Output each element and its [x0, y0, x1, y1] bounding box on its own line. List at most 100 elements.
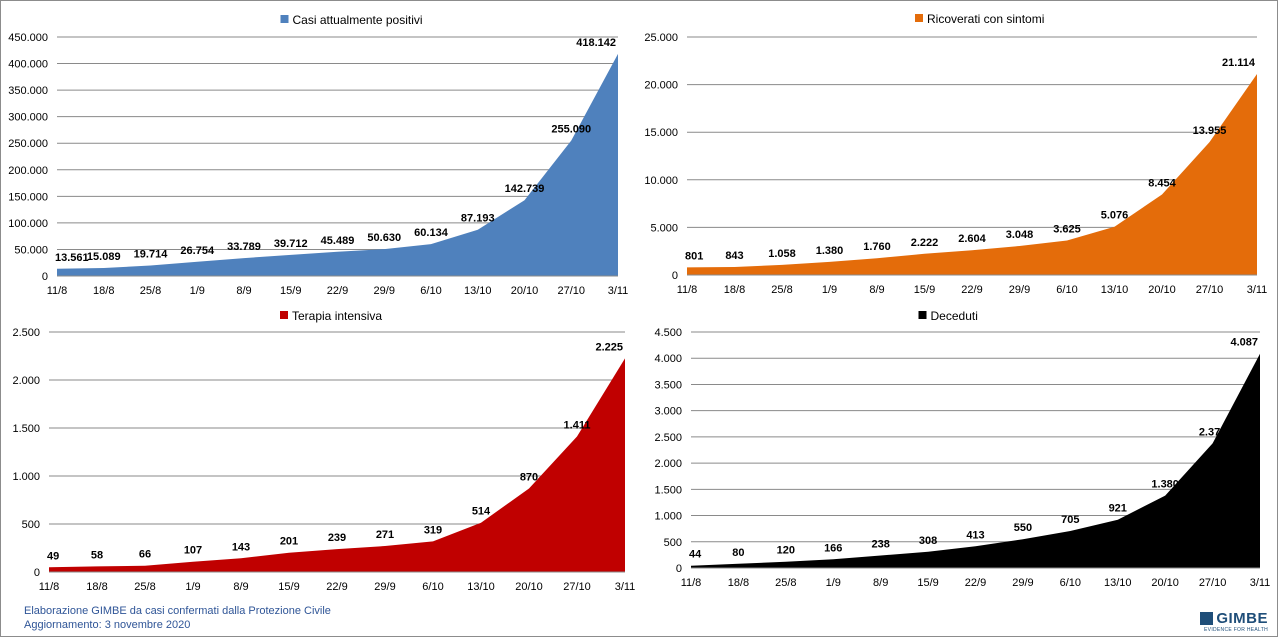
x-tick-label: 3/11 — [1250, 577, 1271, 589]
x-tick-label: 25/8 — [134, 581, 155, 593]
legend-label: Casi attualmente positivi — [293, 13, 423, 27]
x-tick-label: 15/9 — [917, 577, 938, 589]
x-tick-label: 29/9 — [1009, 284, 1030, 296]
y-tick-label: 4.500 — [654, 327, 682, 339]
x-tick-label: 27/10 — [557, 285, 585, 297]
x-tick-label: 6/10 — [1060, 577, 1081, 589]
legend-label: Deceduti — [931, 309, 978, 323]
data-label: 2.225 — [595, 341, 623, 353]
footer-source-text: Elaborazione GIMBE da casi confermati da… — [24, 605, 331, 617]
x-tick-label: 13/10 — [1101, 284, 1129, 296]
y-tick-label: 3.000 — [654, 406, 682, 418]
x-tick-label: 3/11 — [608, 285, 629, 297]
data-label: 4.087 — [1230, 337, 1258, 349]
legend-label: Ricoverati con sintomi — [927, 12, 1044, 26]
x-tick-label: 25/8 — [771, 284, 792, 296]
data-label: 271 — [376, 529, 394, 541]
y-tick-label: 150.000 — [8, 191, 48, 203]
data-label: 44 — [689, 549, 702, 561]
data-label: 705 — [1061, 514, 1079, 526]
x-tick-label: 8/9 — [869, 284, 884, 296]
y-tick-label: 2.000 — [12, 375, 40, 387]
data-label: 15.089 — [87, 251, 121, 263]
data-label: 5.076 — [1101, 210, 1129, 222]
x-tick-label: 18/8 — [728, 577, 749, 589]
legend-swatch — [915, 14, 923, 22]
x-tick-label: 6/10 — [420, 285, 441, 297]
data-label: 19.714 — [134, 249, 169, 261]
data-label: 319 — [424, 524, 442, 536]
data-label: 1.411 — [564, 420, 591, 432]
y-tick-label: 25.000 — [644, 32, 678, 44]
y-tick-label: 500 — [22, 519, 40, 531]
data-label: 143 — [232, 541, 250, 553]
data-label: 13.561 — [55, 252, 89, 264]
y-tick-label: 1.000 — [654, 511, 682, 523]
data-label: 8.454 — [1148, 178, 1176, 190]
data-label: 238 — [871, 539, 889, 551]
legend-label: Terapia intensiva — [292, 309, 382, 323]
data-label: 39.712 — [274, 238, 308, 250]
x-tick-label: 1/9 — [190, 285, 205, 297]
y-tick-label: 1.500 — [12, 423, 40, 435]
data-label: 255.090 — [551, 124, 591, 136]
y-tick-label: 4.000 — [654, 353, 682, 365]
gimbe-logo: GIMBE EVIDENCE FOR HEALTH — [1200, 610, 1268, 633]
data-label: 120 — [777, 545, 795, 557]
legend-swatch — [280, 15, 289, 23]
data-label: 3.048 — [1006, 229, 1034, 241]
x-tick-label: 11/8 — [47, 285, 68, 297]
data-label: 2.604 — [958, 233, 986, 245]
x-tick-label: 20/10 — [511, 285, 539, 297]
data-label: 166 — [824, 542, 842, 554]
data-label: 45.489 — [321, 235, 355, 247]
data-label: 413 — [966, 529, 984, 541]
y-tick-label: 0 — [34, 567, 40, 579]
x-tick-label: 18/8 — [93, 285, 114, 297]
y-tick-label: 2.500 — [654, 432, 682, 444]
data-label: 21.114 — [1222, 57, 1256, 69]
data-label: 801 — [685, 250, 703, 262]
y-tick-label: 200.000 — [8, 165, 48, 177]
data-label: 26.754 — [180, 245, 215, 257]
data-label: 50.630 — [367, 232, 401, 244]
data-label: 239 — [328, 532, 346, 544]
x-tick-label: 22/9 — [965, 577, 986, 589]
x-tick-label: 29/9 — [374, 581, 395, 593]
x-tick-label: 11/8 — [681, 577, 702, 589]
x-tick-label: 25/8 — [775, 577, 796, 589]
y-tick-label: 1.000 — [12, 471, 40, 483]
logo-mark-icon — [1200, 612, 1214, 625]
y-tick-label: 5.000 — [650, 222, 678, 234]
x-tick-label: 29/9 — [374, 285, 395, 297]
data-label: 201 — [280, 536, 298, 548]
y-tick-label: 10.000 — [644, 175, 678, 187]
data-label: 60.134 — [414, 227, 449, 239]
x-tick-label: 8/9 — [236, 285, 251, 297]
logo-text: GIMBE — [1216, 610, 1268, 627]
x-tick-label: 13/10 — [1104, 577, 1132, 589]
x-tick-label: 11/8 — [39, 581, 60, 593]
y-tick-label: 15.000 — [644, 127, 678, 139]
x-tick-label: 1/9 — [822, 284, 837, 296]
x-tick-label: 15/9 — [914, 284, 935, 296]
data-label: 514 — [472, 506, 491, 518]
x-tick-label: 27/10 — [1199, 577, 1227, 589]
area-series — [687, 74, 1257, 275]
data-label: 142.739 — [505, 183, 545, 195]
data-label: 49 — [47, 550, 59, 562]
data-label: 843 — [725, 250, 743, 262]
x-tick-label: 18/8 — [724, 284, 745, 296]
x-tick-label: 1/9 — [185, 581, 200, 593]
y-tick-label: 250.000 — [8, 138, 48, 150]
data-label: 13.955 — [1193, 125, 1227, 137]
data-label: 2.222 — [911, 237, 939, 249]
x-tick-label: 20/10 — [515, 581, 543, 593]
x-tick-label: 11/8 — [677, 284, 698, 296]
x-tick-label: 25/8 — [140, 285, 161, 297]
data-label: 921 — [1109, 503, 1127, 515]
data-label: 80 — [732, 547, 744, 559]
y-tick-label: 2.500 — [12, 327, 40, 339]
data-label: 418.142 — [576, 37, 616, 49]
